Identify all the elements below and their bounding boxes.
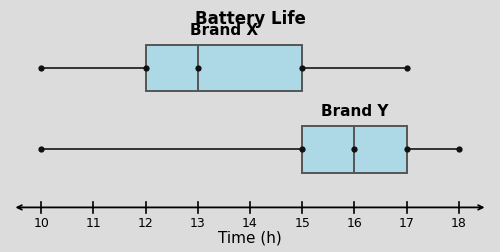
Text: 11: 11 — [86, 217, 102, 230]
Text: Brand Y: Brand Y — [320, 104, 388, 119]
Text: Battery Life: Battery Life — [194, 10, 306, 28]
Text: 15: 15 — [294, 217, 310, 230]
Text: 17: 17 — [398, 217, 414, 230]
Text: 13: 13 — [190, 217, 206, 230]
Bar — [146, 45, 302, 91]
Text: Time (h): Time (h) — [218, 231, 282, 246]
Text: 10: 10 — [34, 217, 49, 230]
Text: 18: 18 — [451, 217, 466, 230]
Bar — [302, 126, 406, 173]
Text: 16: 16 — [346, 217, 362, 230]
Text: 14: 14 — [242, 217, 258, 230]
Text: 12: 12 — [138, 217, 154, 230]
Text: Brand X: Brand X — [190, 23, 258, 38]
